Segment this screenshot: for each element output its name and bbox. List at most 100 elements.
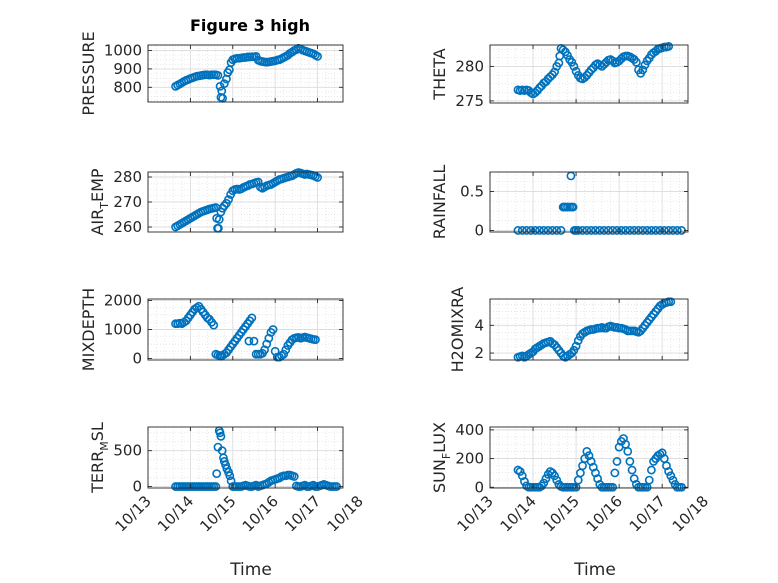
y-axis-label: SUNFLUX: [430, 422, 453, 493]
data-point: [556, 226, 566, 235]
axes-box: [489, 298, 689, 361]
x-tick-label: 10/13: [454, 492, 497, 535]
data-point: [616, 226, 626, 235]
data-point: [281, 345, 291, 355]
data-point: [582, 226, 592, 235]
y-axis-label: RAINFALL: [430, 165, 449, 240]
data-point: [216, 431, 226, 441]
data-point: [211, 482, 221, 491]
data-point: [621, 226, 630, 235]
data-point: [655, 226, 665, 235]
data-point: [580, 73, 590, 82]
x-tick-label: 10/14: [154, 492, 197, 535]
data-point: [541, 474, 551, 484]
data-point: [545, 72, 555, 82]
data-point: [586, 65, 596, 75]
y-axis-label: THETA: [430, 48, 449, 100]
x-tick-label: 10/16: [239, 492, 282, 535]
data-point: [568, 202, 578, 212]
y-tick-label: 900: [113, 60, 142, 78]
data-point: [313, 52, 322, 61]
axes-box: [489, 44, 689, 104]
data-point: [644, 475, 654, 485]
data-point: [586, 226, 596, 235]
x-tick-label: 10/15: [196, 492, 239, 535]
data-point: [651, 226, 661, 235]
data-point: [666, 471, 676, 481]
panel-4: 0 0.5 RAINFALL: [430, 165, 689, 240]
data-point: [517, 226, 527, 235]
y-tick-label: 0: [474, 221, 484, 239]
panel-5: 0 1000 2000 MIXDEPTH: [79, 288, 344, 371]
data-point: [513, 226, 523, 235]
figure-title: Figure 3 high: [190, 16, 310, 35]
data-point: [573, 226, 583, 235]
x-axis-label-left: Time: [229, 560, 272, 580]
data-point: [530, 226, 540, 235]
data-point: [279, 349, 289, 359]
data-point: [539, 478, 549, 488]
data-point: [268, 325, 278, 334]
data-point: [543, 226, 553, 235]
data-point: [535, 83, 544, 93]
data-point: [215, 428, 225, 438]
data-point: [550, 67, 559, 77]
y-tick-label: 500: [113, 442, 142, 460]
x-axis-label-right: Time: [573, 560, 616, 580]
data-point: [603, 226, 613, 235]
y-tick-label: 260: [113, 218, 142, 236]
x-tick-label: 10/17: [626, 492, 669, 535]
y-tick-label: 1000: [104, 321, 142, 339]
data-point: [625, 226, 635, 235]
data-point: [666, 297, 676, 307]
data-point: [608, 482, 618, 492]
y-tick-label: 0: [474, 478, 484, 496]
y-tick-label: 270: [113, 193, 142, 211]
data-point: [212, 469, 222, 479]
y-tick-label: 280: [113, 168, 142, 186]
data-point: [253, 177, 263, 187]
y-tick-label: 275: [455, 92, 484, 110]
data-point: [629, 226, 639, 235]
y-tick-label: 1000: [104, 42, 142, 60]
x-tick-label: 10/18: [323, 492, 366, 535]
x-tick-label: 10/15: [540, 492, 583, 535]
data-point: [668, 226, 678, 235]
data-point: [664, 41, 674, 51]
data-point: [526, 226, 536, 235]
panel-2: 275 280 THETA: [430, 41, 689, 110]
axes-box: [489, 426, 689, 489]
data-point: [209, 320, 219, 330]
data-point: [664, 467, 674, 476]
data-point: [289, 472, 299, 481]
data-point: [249, 336, 259, 346]
data-point: [530, 88, 540, 98]
y-axis-label: MIXDEPTH: [79, 288, 98, 371]
data-point: [668, 475, 678, 485]
y-tick-label: 0.5: [460, 182, 484, 200]
data-point: [638, 226, 648, 235]
data-point: [311, 335, 320, 345]
y-tick-label: 4: [474, 316, 484, 334]
axes-box: [147, 426, 344, 489]
data-point: [225, 471, 235, 481]
data-point: [552, 475, 562, 485]
data-point: [599, 226, 609, 235]
data-point: [535, 226, 544, 235]
data-point: [247, 313, 257, 323]
data-point: [647, 226, 656, 235]
data-point: [219, 201, 229, 211]
x-tick-label: 10/18: [669, 492, 712, 535]
data-point: [612, 226, 622, 235]
data-point: [647, 465, 656, 475]
data-point: [638, 65, 648, 75]
plot-area: [490, 172, 688, 232]
data-point: [522, 226, 531, 235]
x-tick-label: 10/16: [583, 492, 626, 535]
y-tick-label: 0: [132, 350, 142, 368]
